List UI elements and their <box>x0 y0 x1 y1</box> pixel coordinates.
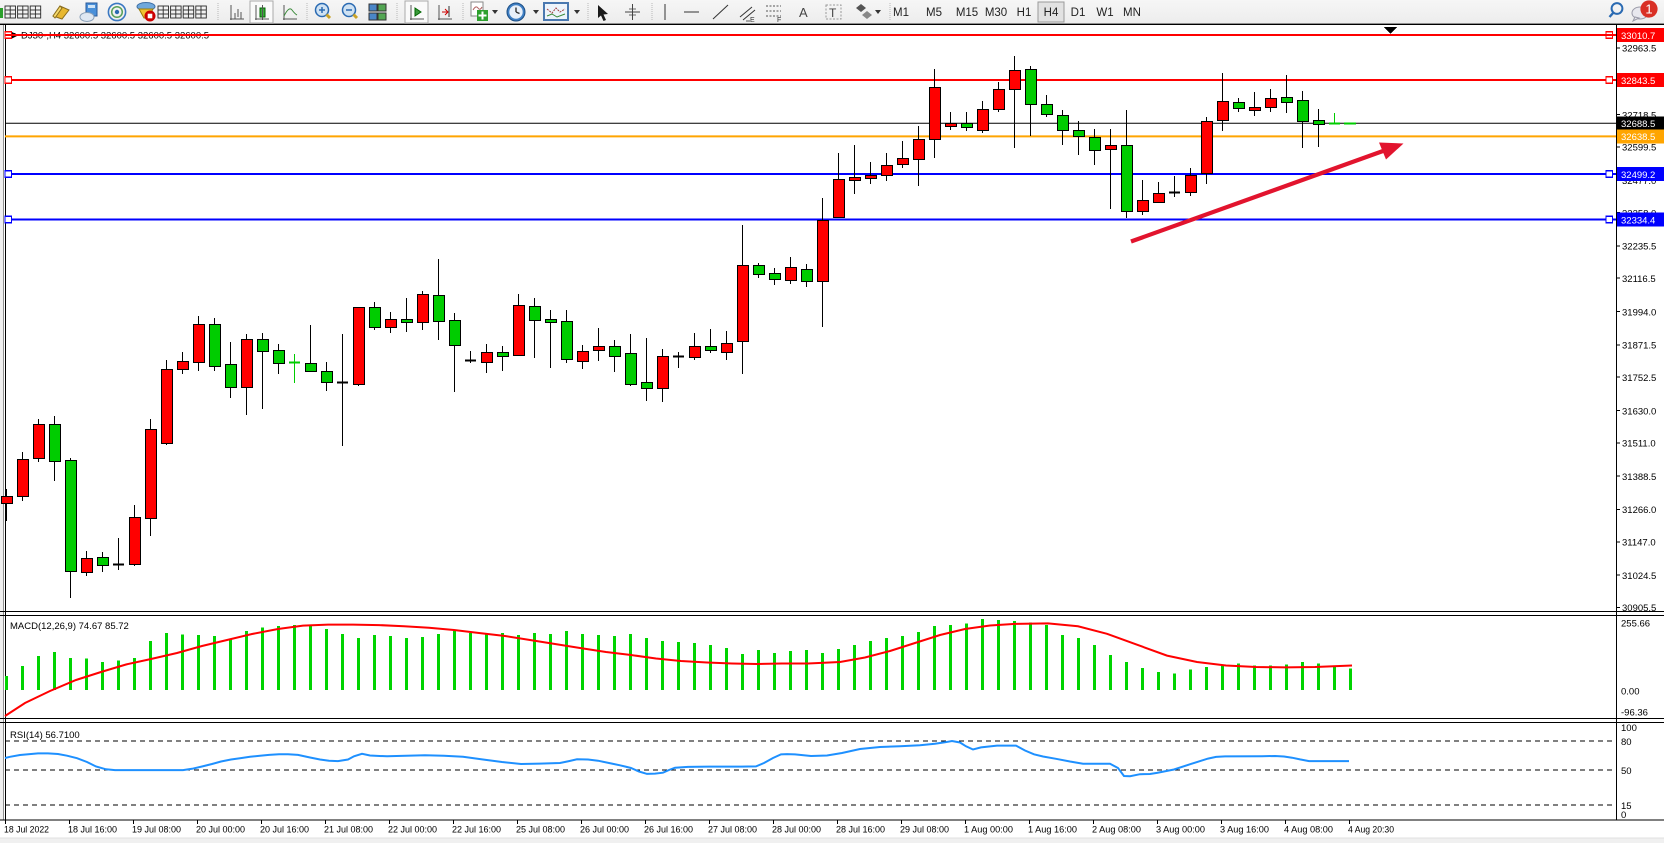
svg-text:1 Aug 00:00: 1 Aug 00:00 <box>964 825 1013 836</box>
svg-text:1 Aug 16:00: 1 Aug 16:00 <box>1028 825 1077 836</box>
svg-text:18 Jul 2022: 18 Jul 2022 <box>4 825 49 836</box>
svg-text:T: T <box>829 6 837 20</box>
svg-text:0.00: 0.00 <box>1621 687 1640 698</box>
svg-text:A: A <box>799 5 808 20</box>
svg-text:31630.0: 31630.0 <box>1622 406 1656 417</box>
svg-text:33010.7: 33010.7 <box>1621 31 1655 42</box>
svg-text:19 Jul 08:00: 19 Jul 08:00 <box>132 825 181 836</box>
svg-text:31388.5: 31388.5 <box>1622 472 1656 483</box>
svg-text:255.66: 255.66 <box>1621 618 1650 629</box>
svg-text:31752.5: 31752.5 <box>1622 373 1656 384</box>
svg-text:32235.5: 32235.5 <box>1622 242 1656 253</box>
svg-text:3 Aug 16:00: 3 Aug 16:00 <box>1220 825 1269 836</box>
svg-text:31147.0: 31147.0 <box>1622 538 1656 549</box>
svg-text:E: E <box>750 17 755 24</box>
svg-text:M1: M1 <box>893 7 909 19</box>
svg-text:32116.5: 32116.5 <box>1622 274 1656 285</box>
svg-text:31024.5: 31024.5 <box>1622 571 1656 582</box>
svg-text:21 Jul 08:00: 21 Jul 08:00 <box>324 825 373 836</box>
svg-text:31994.0: 31994.0 <box>1622 307 1656 318</box>
svg-text:4 Aug 08:00: 4 Aug 08:00 <box>1284 825 1333 836</box>
svg-text:32843.5: 32843.5 <box>1621 76 1655 87</box>
svg-text:32638.5: 32638.5 <box>1621 132 1655 143</box>
svg-text:1: 1 <box>1645 2 1652 17</box>
svg-text:D1: D1 <box>1071 7 1086 19</box>
svg-text:29 Jul 08:00: 29 Jul 08:00 <box>900 825 949 836</box>
svg-text:2 Aug 08:00: 2 Aug 08:00 <box>1092 825 1141 836</box>
svg-text:30905.5: 30905.5 <box>1622 603 1656 614</box>
svg-text:32718.5: 32718.5 <box>1622 110 1656 121</box>
svg-text:50: 50 <box>1621 766 1632 777</box>
svg-text:MN: MN <box>1123 7 1141 19</box>
svg-text:0: 0 <box>1621 810 1626 821</box>
svg-text:H4: H4 <box>1044 7 1059 19</box>
svg-text:4 Aug 20:30: 4 Aug 20:30 <box>1348 825 1394 836</box>
svg-text:32599.5: 32599.5 <box>1622 143 1656 154</box>
svg-text:M30: M30 <box>985 7 1007 19</box>
svg-text:F: F <box>777 17 781 24</box>
svg-text:H1: H1 <box>1017 7 1032 19</box>
svg-text:31511.0: 31511.0 <box>1622 439 1656 450</box>
svg-text:W1: W1 <box>1096 7 1113 19</box>
svg-text:26 Jul 16:00: 26 Jul 16:00 <box>644 825 693 836</box>
svg-text:32688.5: 32688.5 <box>1621 119 1655 130</box>
svg-text:28 Jul 00:00: 28 Jul 00:00 <box>772 825 821 836</box>
svg-text:27 Jul 08:00: 27 Jul 08:00 <box>708 825 757 836</box>
svg-text:-96.36: -96.36 <box>1621 708 1648 719</box>
svg-text:3 Aug 00:00: 3 Aug 00:00 <box>1156 825 1205 836</box>
svg-text:20 Jul 00:00: 20 Jul 00:00 <box>196 825 245 836</box>
svg-text:31266.0: 31266.0 <box>1622 505 1656 516</box>
svg-text:32499.2: 32499.2 <box>1621 170 1655 181</box>
svg-text:32477.0: 32477.0 <box>1622 176 1656 187</box>
svg-text:15: 15 <box>1621 801 1632 812</box>
svg-text:20 Jul 16:00: 20 Jul 16:00 <box>260 825 309 836</box>
svg-text:28 Jul 16:00: 28 Jul 16:00 <box>836 825 885 836</box>
svg-text:RSI(14) 56.7100: RSI(14) 56.7100 <box>10 730 80 741</box>
svg-text:18 Jul 16:00: 18 Jul 16:00 <box>68 825 117 836</box>
svg-text:M15: M15 <box>956 7 978 19</box>
svg-text:31871.5: 31871.5 <box>1622 341 1656 352</box>
svg-text:MACD(12,26,9) 74.67 85.72: MACD(12,26,9) 74.67 85.72 <box>10 621 129 632</box>
svg-text:32334.4: 32334.4 <box>1621 215 1655 226</box>
svg-text:26 Jul 00:00: 26 Jul 00:00 <box>580 825 629 836</box>
svg-text:M5: M5 <box>926 7 942 19</box>
svg-text:22 Jul 16:00: 22 Jul 16:00 <box>452 825 501 836</box>
svg-text:32963.5: 32963.5 <box>1622 44 1656 55</box>
svg-text:22 Jul 00:00: 22 Jul 00:00 <box>388 825 437 836</box>
svg-text:100: 100 <box>1621 723 1637 734</box>
svg-text:80: 80 <box>1621 737 1632 748</box>
svg-text:25 Jul 08:00: 25 Jul 08:00 <box>516 825 565 836</box>
